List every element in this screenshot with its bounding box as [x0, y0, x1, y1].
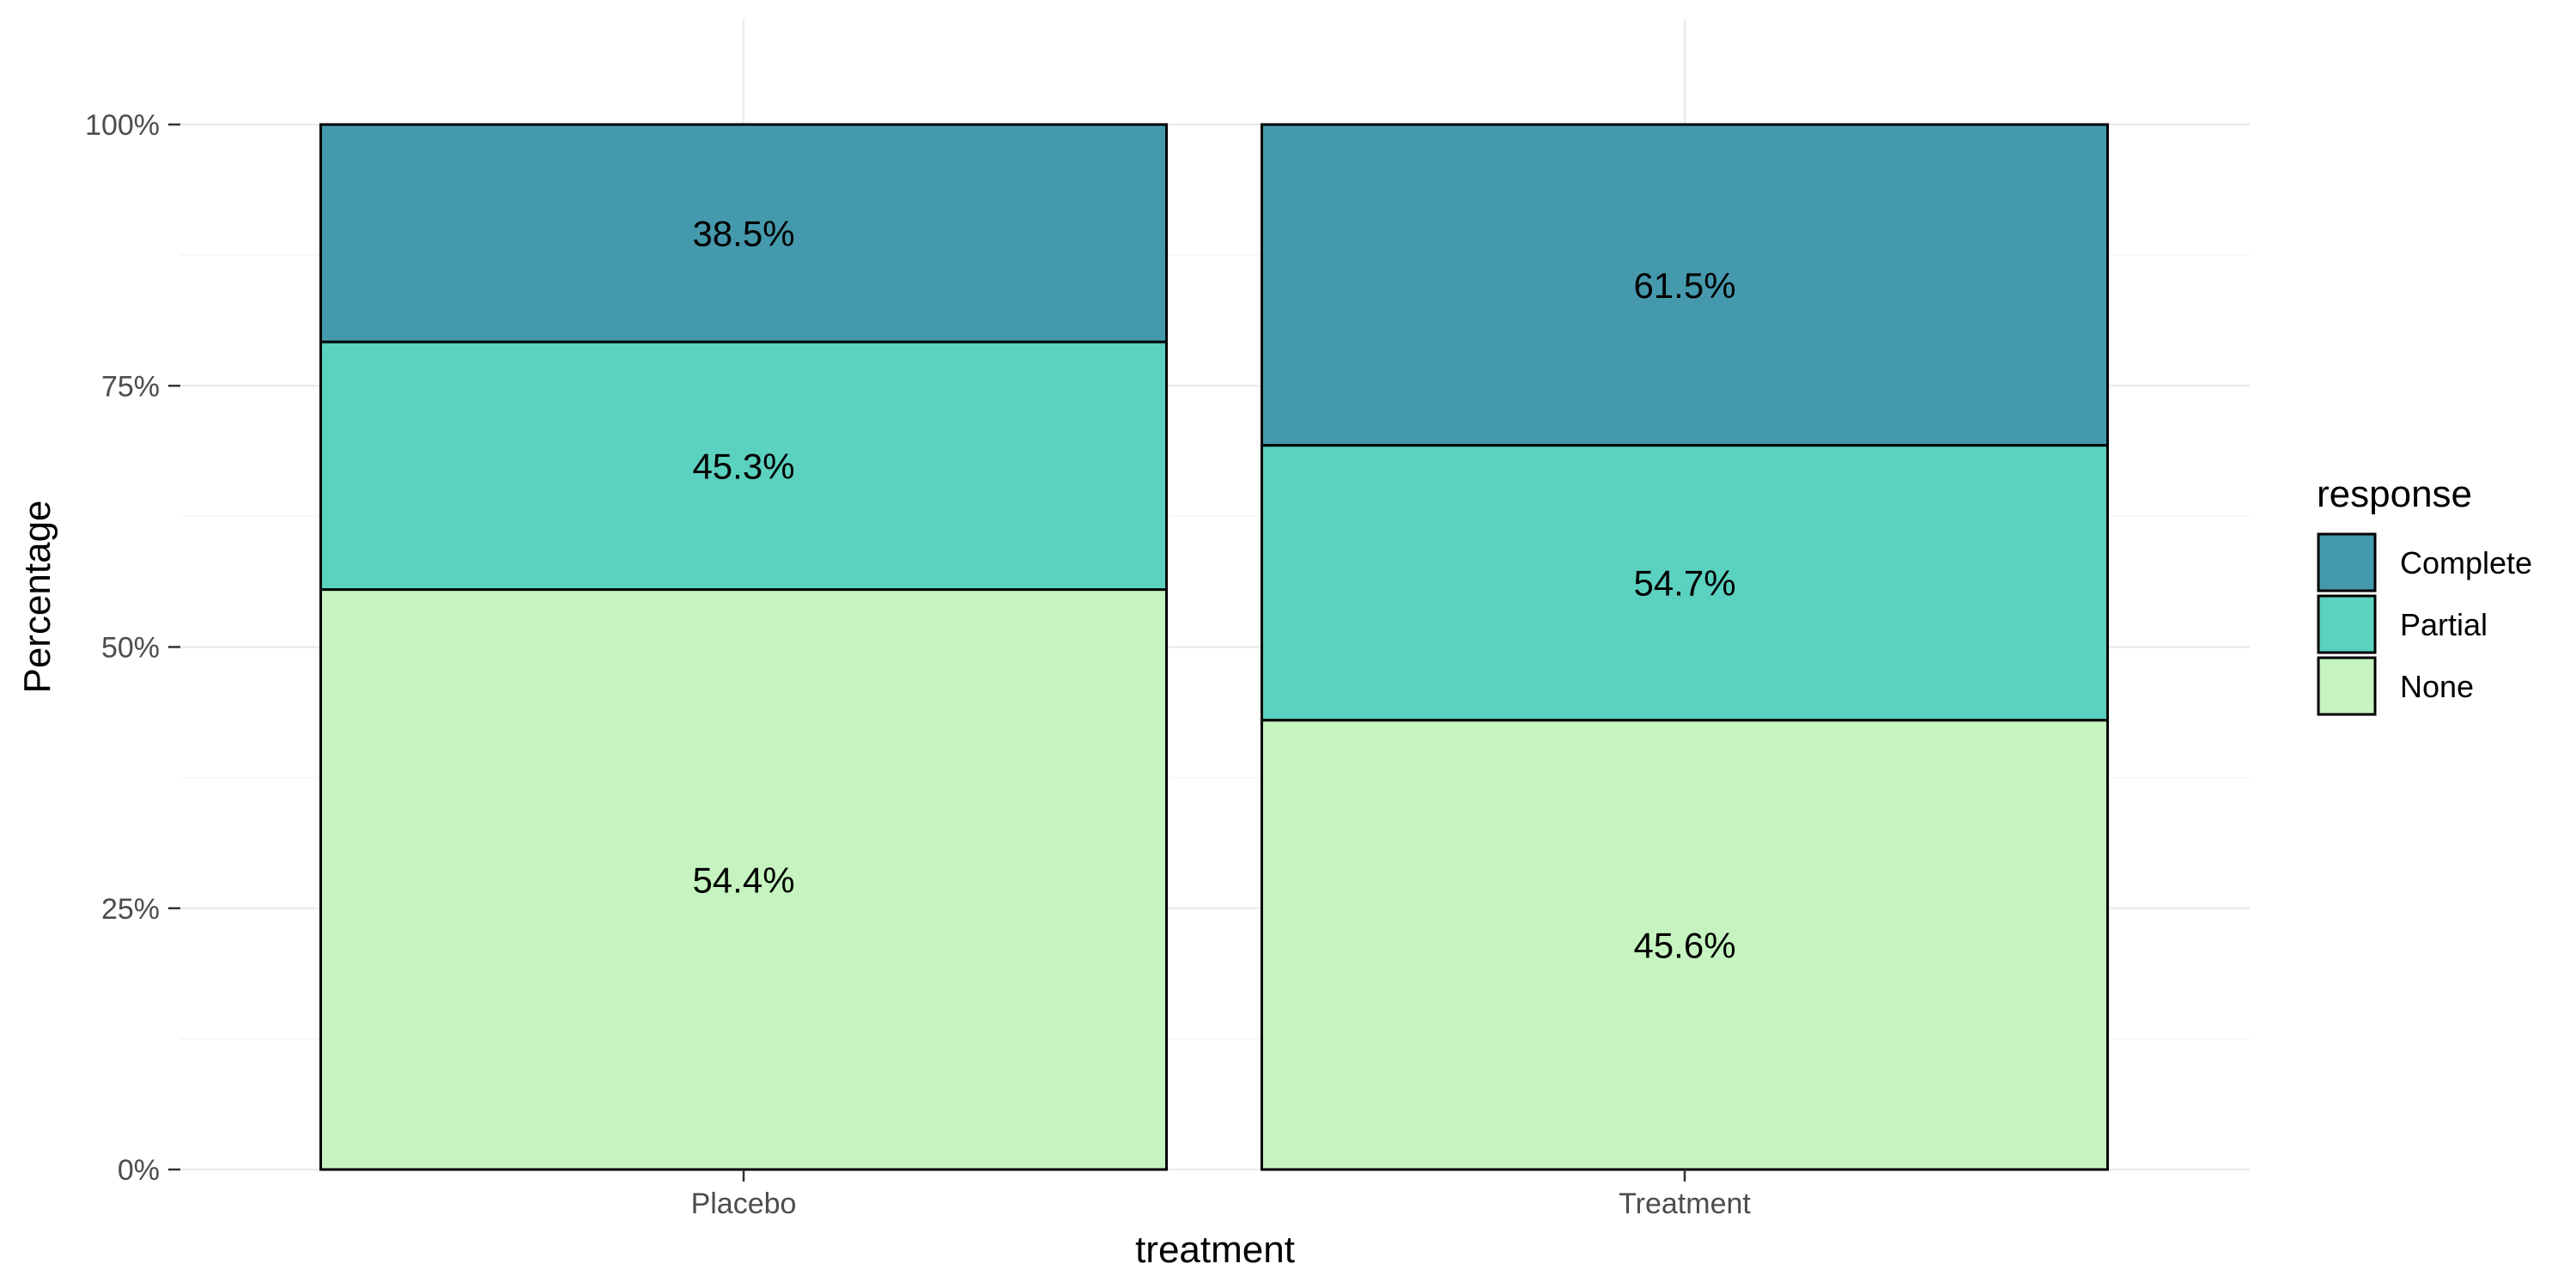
x-tick-label-placebo: Placebo	[691, 1188, 797, 1220]
data-label-complete-placebo: 38.5%	[692, 214, 794, 254]
data-labels: 54.4% 45.3% 38.5% 45.6% 54.7% 61.5%	[692, 214, 1735, 966]
data-label-partial-placebo: 45.3%	[692, 446, 794, 486]
legend-key-complete	[2317, 532, 2377, 592]
legend-label-partial: Partial	[2400, 607, 2488, 642]
data-label-none-placebo: 54.4%	[692, 860, 794, 900]
bar-segment-complete-treatment	[1261, 123, 2109, 447]
legend-title: response	[2317, 473, 2472, 515]
y-tick-label: 75%	[101, 370, 160, 403]
legend-label-complete: Complete	[2400, 545, 2532, 580]
y-tick-label: 50%	[101, 632, 160, 665]
x-axis-title: treatment	[1135, 1229, 1295, 1271]
data-label-partial-treatment: 54.7%	[1633, 563, 1735, 604]
x-tick-label-treatment: Treatment	[1619, 1188, 1751, 1220]
y-tick-label: 100%	[85, 109, 160, 142]
data-label-complete-treatment: 61.5%	[1633, 265, 1735, 306]
legend-key-none	[2317, 656, 2377, 716]
y-axis-title: Percentage	[16, 500, 58, 693]
y-tick-label: 25%	[101, 893, 160, 926]
legend-label-none: None	[2400, 669, 2474, 704]
bars	[319, 123, 2109, 1171]
y-tick-label: 0%	[118, 1154, 160, 1187]
legend: response Complete Partial None	[2317, 473, 2532, 716]
legend-key-partial	[2317, 594, 2377, 654]
bar-segment-partial-treatment	[1261, 444, 2109, 722]
data-label-none-treatment: 45.6%	[1633, 925, 1735, 965]
axes: 0% 25% 50% 75% 100% Placebo Treatment	[85, 109, 1751, 1220]
bar-segment-partial-placebo	[319, 340, 1168, 592]
bar-segment-none-treatment	[1261, 719, 2109, 1171]
bar-segment-complete-placebo	[319, 123, 1168, 343]
bar-segment-none-placebo	[319, 588, 1168, 1171]
